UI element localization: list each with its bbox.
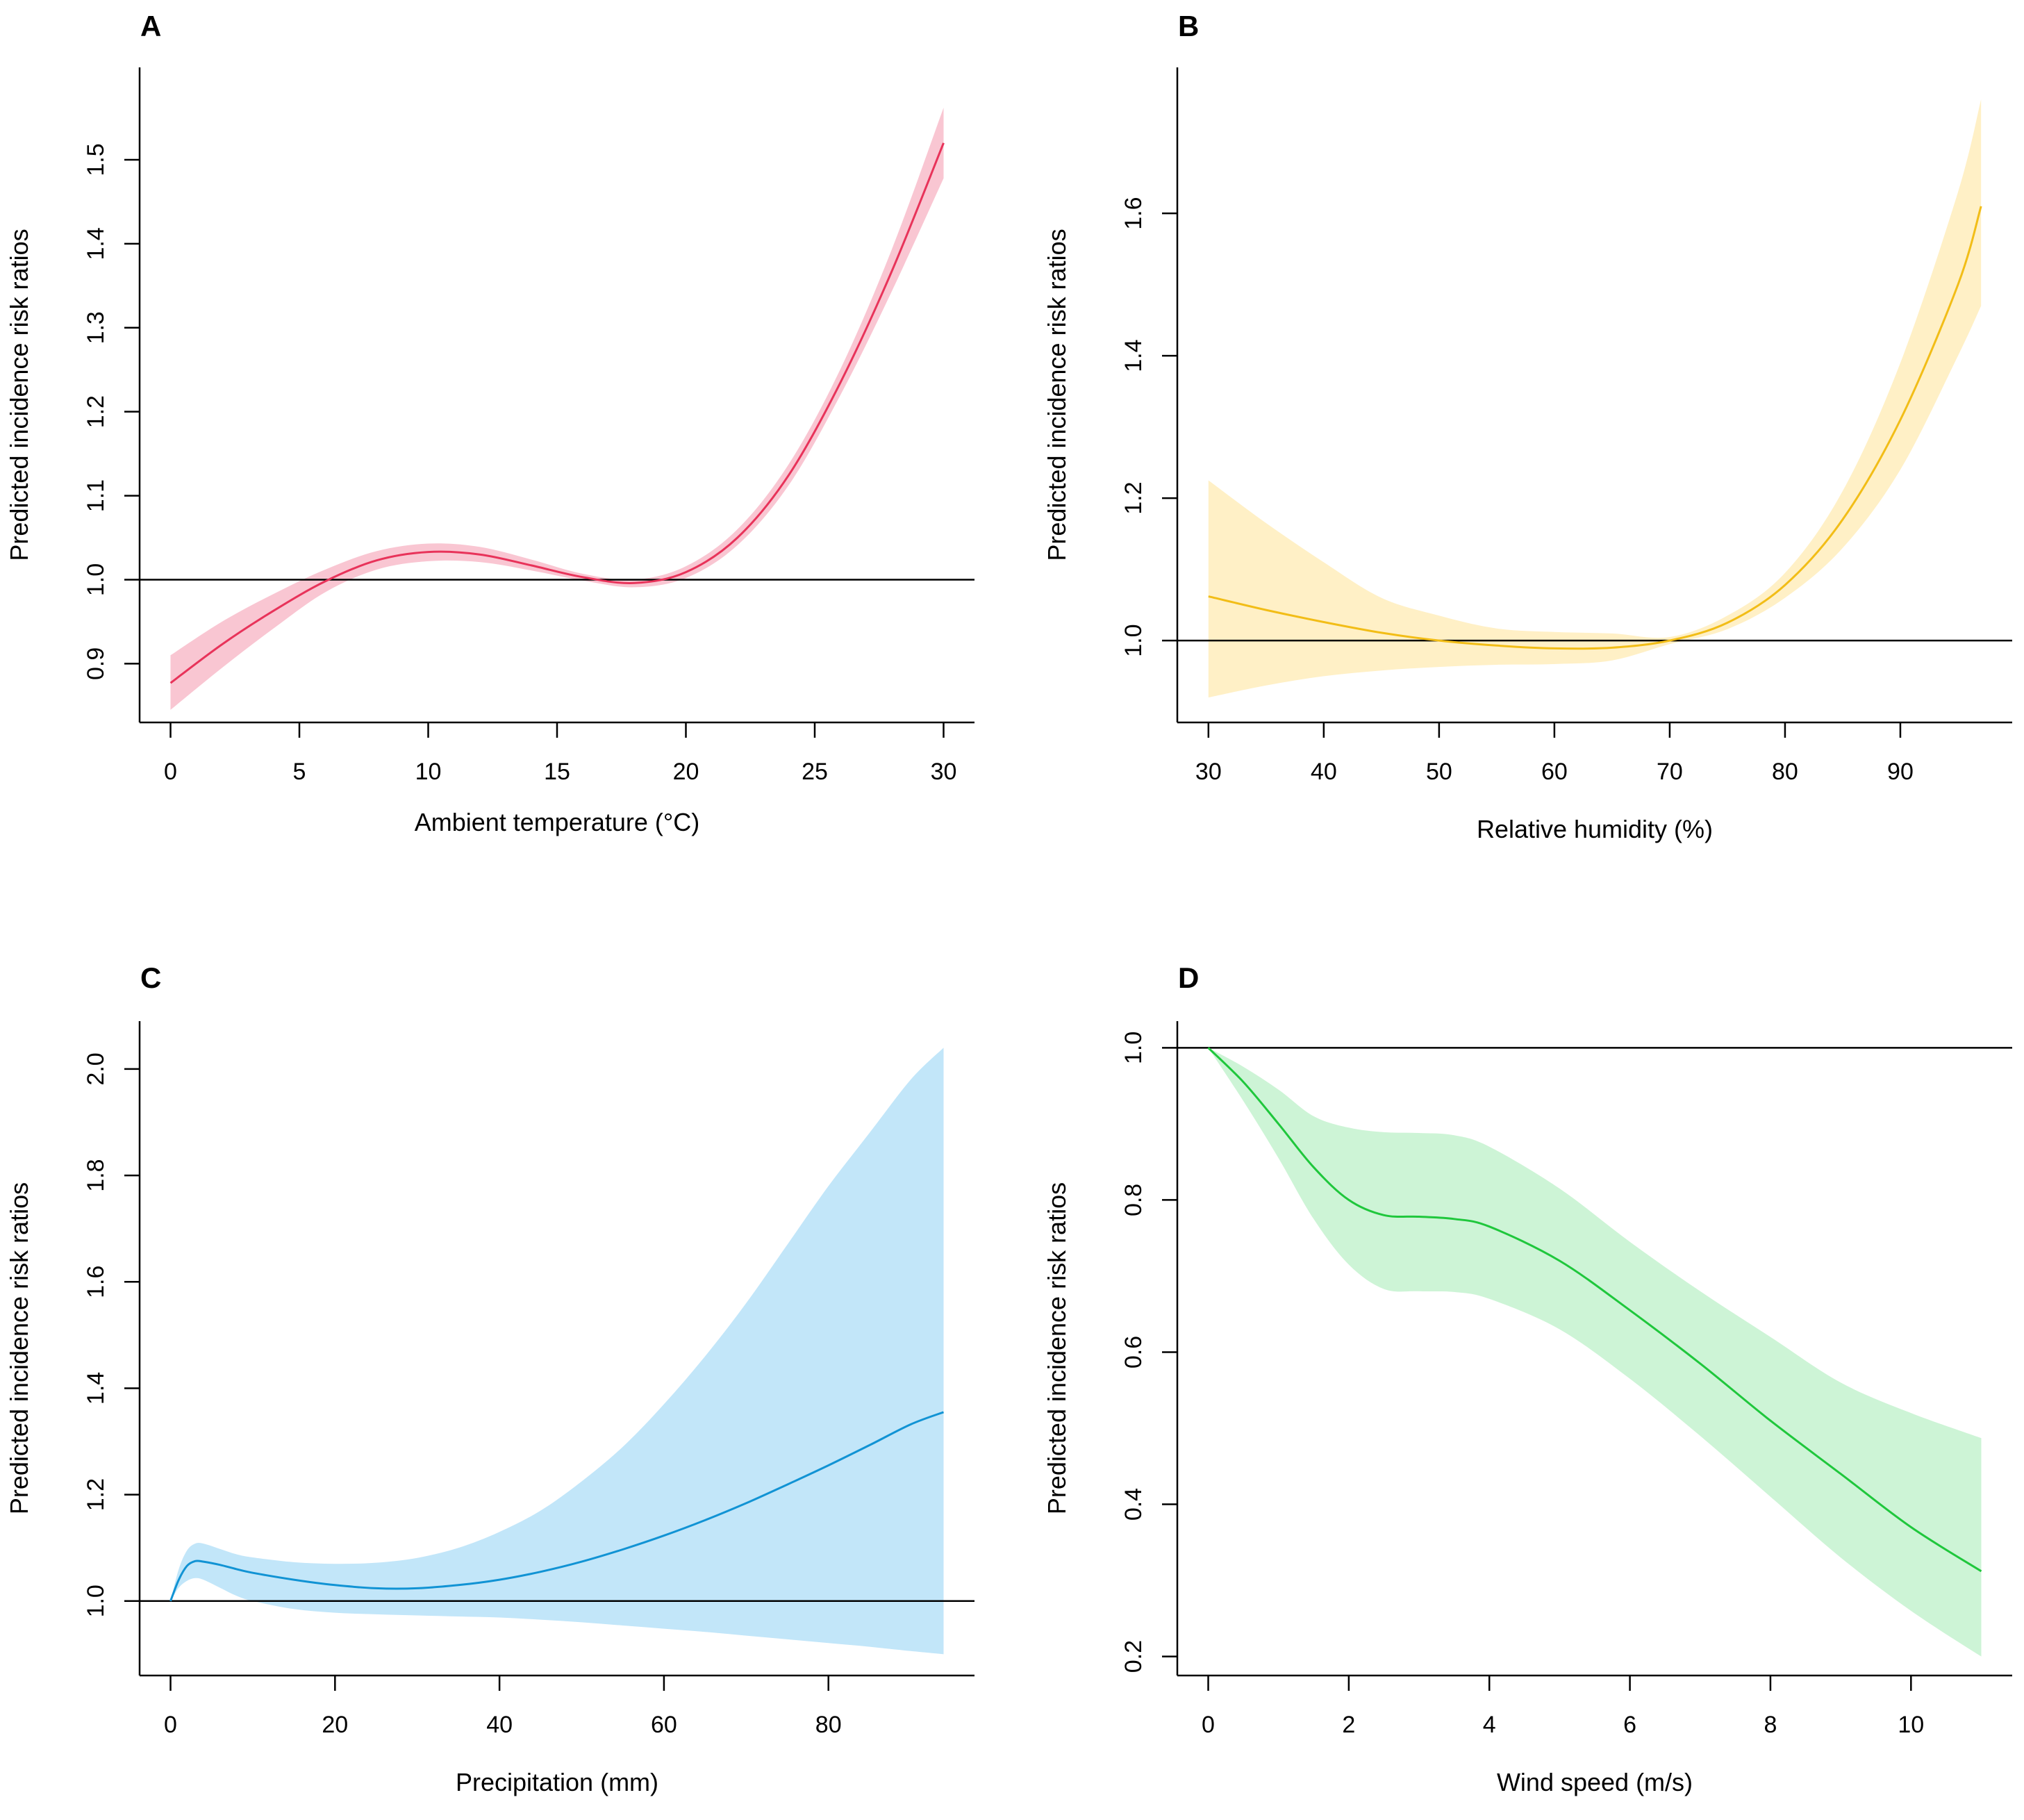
panel-c-y-tick-label: 2.0	[83, 1052, 109, 1085]
panel-b-y-tick-label: 1.4	[1120, 339, 1147, 372]
panel-c-y-ticks: 1.0 1.2 1.4 1.6 1.8 2.0	[83, 1052, 140, 1617]
panel-b-y-tick-label: 1.0	[1120, 624, 1147, 656]
panel-c-x-tick-label: 40	[486, 1712, 513, 1738]
panel-c-x-tick-label: 80	[815, 1712, 842, 1738]
panel-d-x-ticks: 0 2 4 6 8 10	[1202, 1676, 1924, 1738]
panel-a-x-ticks: 0 5 10 15 20 25 30	[164, 722, 956, 785]
panel-d-x-title: Wind speed (m/s)	[1497, 1768, 1693, 1796]
panel-a-letter: A	[140, 10, 161, 42]
panel-a-y-tick-label: 1.4	[83, 227, 109, 260]
panel-d-x-tick-label: 4	[1483, 1712, 1496, 1738]
panel-d-y-tick-label: 1.0	[1120, 1032, 1147, 1064]
panel-a-x-tick-label: 20	[673, 759, 699, 785]
panel-b-x-tick-label: 50	[1426, 759, 1452, 785]
panel-c-y-title: Predicted incidence risk ratios	[5, 1182, 33, 1514]
panel-a-x-tick-label: 30	[931, 759, 957, 785]
panel-a-fit-line	[169, 142, 945, 684]
panel-d-x-tick-label: 0	[1202, 1712, 1215, 1738]
panel-b-x-tick-label: 30	[1195, 759, 1222, 785]
panel-b-x-tick-label: 70	[1657, 759, 1683, 785]
panel-d-y-tick-label: 0.6	[1120, 1336, 1147, 1368]
panel-d: D 0 2 4 6 8 10 0.2 0.4 0.6 0.8 1.0 Wind speed (m/…	[1043, 961, 2012, 1796]
panel-c-y-tick-label: 1.6	[83, 1266, 109, 1298]
panel-c-y-tick-label: 1.8	[83, 1159, 109, 1191]
panel-c-fit-line	[169, 1411, 945, 1602]
panel-c-x-tick-label: 0	[164, 1712, 177, 1738]
panel-b-y-tick-label: 1.2	[1120, 481, 1147, 514]
panel-b-x-ticks: 30 40 50 60 70 80 90	[1195, 722, 1914, 785]
panel-b-letter: B	[1178, 10, 1199, 42]
panel-c-x-tick-label: 20	[322, 1712, 348, 1738]
panel-c-x-tick-label: 60	[651, 1712, 677, 1738]
panel-d-y-ticks: 0.2 0.4 0.6 0.8 1.0	[1120, 1032, 1177, 1673]
panel-d-x-tick-label: 8	[1764, 1712, 1777, 1738]
panel-d-y-title: Predicted incidence risk ratios	[1043, 1182, 1071, 1514]
panel-c: C 0 20 40 60 80 1.0 1.2 1.4 1.6 1.8 2.0 Precipita…	[5, 961, 974, 1796]
panel-b: B 30 40 50 60 70 80 90 1.0 1.2 1.4 1.6 Relative h…	[1043, 10, 2012, 843]
panel-b-y-ticks: 1.0 1.2 1.4 1.6	[1120, 197, 1177, 657]
panel-c-ci-band	[170, 1048, 944, 1655]
panel-a-y-tick-label: 1.0	[83, 563, 109, 596]
panel-d-x-tick-label: 6	[1623, 1712, 1636, 1738]
panel-b-x-tick-label: 40	[1311, 759, 1337, 785]
panel-d-fit-line	[1207, 1047, 1982, 1573]
panel-b-x-title: Relative humidity (%)	[1477, 815, 1713, 843]
panel-d-y-tick-label: 0.8	[1120, 1184, 1147, 1216]
panel-b-ci-band	[1208, 99, 1982, 698]
panel-c-letter: C	[140, 961, 161, 994]
panel-c-x-ticks: 0 20 40 60 80	[164, 1676, 842, 1738]
panel-d-y-tick-label: 0.4	[1120, 1488, 1147, 1521]
panel-a-y-tick-label: 1.5	[83, 143, 109, 176]
panel-a-x-tick-label: 10	[415, 759, 442, 785]
panel-b-fit-line	[1208, 206, 1982, 650]
panel-b-y-tick-label: 1.6	[1120, 197, 1147, 229]
panel-c-y-tick-label: 1.0	[83, 1585, 109, 1617]
panel-a-y-title: Predicted incidence risk ratios	[5, 229, 33, 561]
panel-a-x-tick-label: 25	[802, 759, 828, 785]
panel-a-y-tick-label: 0.9	[83, 647, 109, 680]
panel-a: A 0 5 10 15 20 25 30 0.9 1.0 1.1 1.2 1.3 1.4 1.5 Amb…	[5, 10, 974, 836]
panel-a-x-tick-label: 0	[164, 759, 177, 785]
panel-a-x-tick-label: 5	[293, 759, 306, 785]
panel-a-x-tick-label: 15	[544, 759, 570, 785]
panel-a-x-title: Ambient temperature (°C)	[415, 808, 700, 836]
panel-d-letter: D	[1178, 961, 1199, 994]
panel-b-x-tick-label: 80	[1772, 759, 1798, 785]
panel-d-ci-band	[1208, 1048, 1982, 1657]
panel-b-x-tick-label: 90	[1887, 759, 1914, 785]
panel-a-y-ticks: 0.9 1.0 1.1 1.2 1.3 1.4 1.5	[83, 143, 140, 680]
panel-c-x-title: Precipitation (mm)	[456, 1768, 658, 1796]
panel-c-y-tick-label: 1.2	[83, 1478, 109, 1511]
panel-c-y-tick-label: 1.4	[83, 1372, 109, 1405]
panel-a-y-tick-label: 1.2	[83, 395, 109, 428]
panel-d-y-tick-label: 0.2	[1120, 1640, 1147, 1673]
panel-a-y-tick-label: 1.1	[83, 479, 109, 512]
panel-b-x-tick-label: 60	[1541, 759, 1568, 785]
panel-d-x-tick-label: 10	[1898, 1712, 1924, 1738]
panel-d-x-tick-label: 2	[1342, 1712, 1355, 1738]
panel-a-y-tick-label: 1.3	[83, 311, 109, 344]
panel-b-y-title: Predicted incidence risk ratios	[1043, 229, 1071, 561]
panel-a-ci-band	[170, 108, 944, 710]
